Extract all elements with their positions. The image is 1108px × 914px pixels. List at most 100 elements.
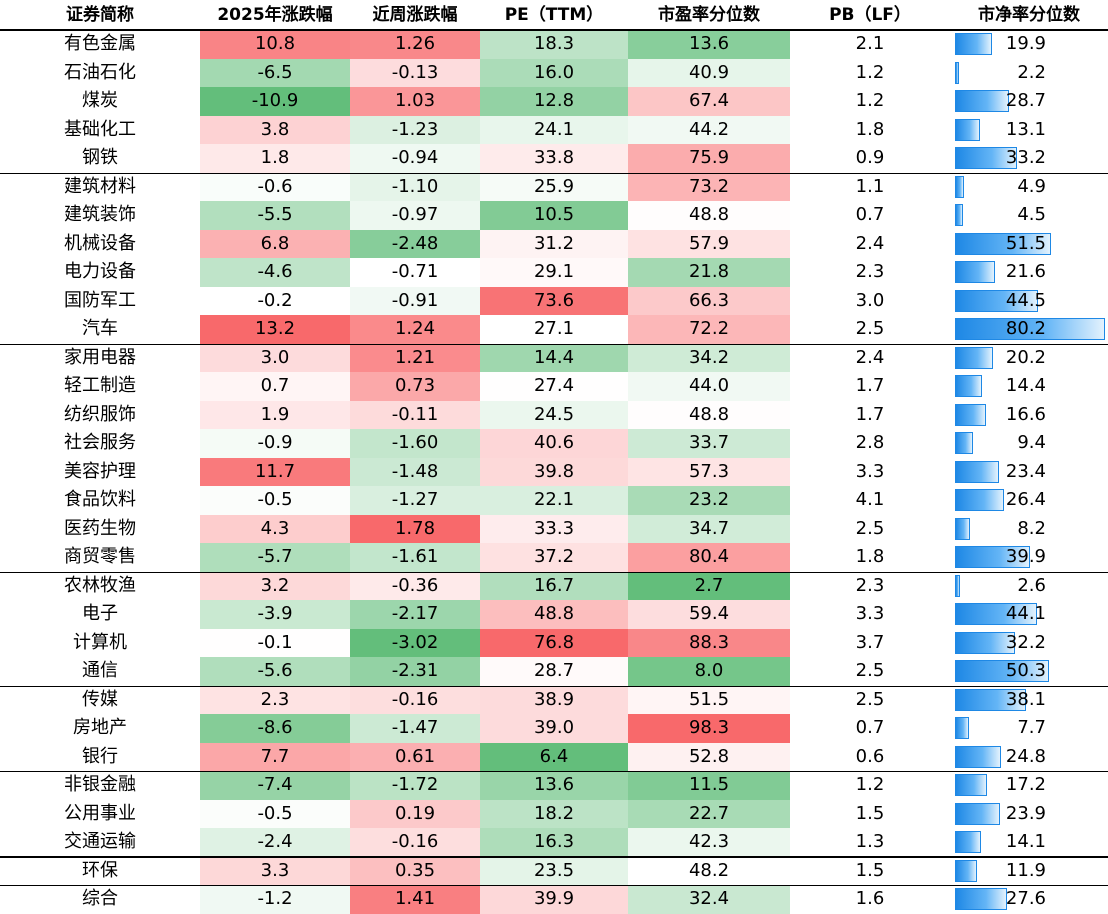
pb-percentile-bar [955,688,1027,711]
table-cell: 8.0 [628,657,790,686]
industry-name: 非银金融 [64,774,136,795]
table-cell: -0.13 [350,58,480,87]
table-cell: 88.3 [628,628,790,657]
pb-percentile-bar [955,603,1038,625]
industry-name: 钢铁 [82,147,118,168]
pb-percentile-bar [955,33,993,55]
pb-percentile-bar [955,745,1002,768]
table-cell: 3.7 [855,631,885,653]
table-cell: -10.9 [200,87,350,116]
pb-percentile-bar [955,802,1000,825]
table-cell: 2.3 [200,685,350,714]
table-cell: -1.23 [350,115,480,144]
table-cell: -7.4 [200,771,350,800]
table-row: 计算机 -0.1 -3.02 76.8 88.3 3.7 32.2 [0,628,1108,657]
pb-percentile-bar [955,118,980,141]
table-cell: -0.6 [200,172,350,201]
table-cell: 2.3 [855,261,885,282]
table-cell: 66.3 [628,286,790,315]
table-cell: 12.8 [480,87,628,116]
pb-percentile-value: 44.5 [1005,289,1046,311]
table-cell: 0.6 [855,745,885,767]
table-row: 农林牧渔 3.2 -0.36 16.7 2.7 2.3 2.6 [0,571,1108,600]
table-cell: 3.0 [200,343,350,372]
table-cell: 2.5 [855,660,885,681]
table-row: 电子 -3.9 -2.17 48.8 59.4 3.3 44.1 [0,600,1108,629]
table-cell: 67.4 [628,87,790,116]
table-cell: 1.3 [855,831,885,852]
table-cell: 1.6 [855,888,885,909]
table-cell: -4.6 [200,258,350,287]
table-cell: 22.1 [480,486,628,515]
table-cell: -1.60 [350,429,480,458]
table-cell: 1.41 [350,885,480,914]
pb-percentile-value: 21.6 [1005,261,1046,282]
table-cell: -0.11 [350,400,480,429]
pb-percentile-value: 51.5 [1005,232,1046,254]
table-cell: 72.2 [628,315,790,344]
table-cell: 1.8 [855,546,885,567]
table-cell: -8.6 [200,714,350,743]
table-row: 基础化工 3.8 -1.23 24.1 44.2 1.8 13.1 [0,115,1108,144]
table-cell: 24.5 [480,400,628,429]
table-cell: 1.7 [855,375,885,396]
table-cell: 44.2 [628,115,790,144]
table-cell: 1.8 [855,118,885,140]
header-ytd-change: 2025年涨跌幅 [217,5,333,25]
table-cell: 75.9 [628,144,790,173]
pb-percentile-value: 13.1 [1005,118,1046,140]
pb-percentile-bar [955,717,970,739]
industry-name: 家用电器 [64,346,136,368]
industry-name: 建筑装饰 [64,204,136,225]
pb-percentile-bar [955,403,987,426]
table-row: 传媒 2.3 -0.16 38.9 51.5 2.5 38.1 [0,685,1108,714]
pb-percentile-value: 14.4 [1005,375,1046,396]
pb-percentile-bar [955,631,1016,654]
industry-name: 交通运输 [64,831,136,852]
table-cell: -2.17 [350,600,480,629]
industry-name: 有色金属 [64,33,136,54]
industry-name: 基础化工 [64,118,136,140]
table-cell: 10.5 [480,201,628,230]
industry-name: 计算机 [73,631,127,653]
table-cell: 1.8 [200,144,350,173]
table-cell: -1.72 [350,771,480,800]
table-cell: -2.48 [350,229,480,258]
pb-percentile-bar [955,831,982,853]
table-cell: -0.16 [350,828,480,857]
table-cell: -3.9 [200,600,350,629]
pb-percentile-bar [955,859,978,882]
pb-percentile-value: 26.4 [1005,489,1046,510]
pb-percentile-bar [955,90,1009,112]
table-cell: 1.7 [855,403,885,425]
table-cell: 16.7 [480,571,628,600]
table-cell: 1.78 [350,514,480,543]
pb-percentile-value: 17.2 [1005,774,1046,795]
table-cell: 57.9 [628,229,790,258]
table-cell: -1.61 [350,543,480,572]
table-cell: 98.3 [628,714,790,743]
table-cell: 16.0 [480,58,628,87]
table-cell: 1.9 [200,400,350,429]
table-cell: 1.21 [350,343,480,372]
table-cell: 0.7 [855,204,885,225]
table-cell: -0.71 [350,258,480,287]
pb-percentile-bar [955,346,993,369]
industry-name: 电力设备 [64,261,136,282]
pb-percentile-bar [955,204,964,226]
pb-percentile-value: 24.8 [1005,745,1046,767]
table-cell: 6.8 [200,229,350,258]
pb-percentile-value: 4.5 [1017,204,1046,225]
industry-name: 电子 [82,603,118,624]
pb-percentile-value: 28.7 [1005,90,1046,111]
table-cell: -1.48 [350,457,480,486]
table-cell: -0.94 [350,144,480,173]
table-cell: -2.31 [350,657,480,686]
table-row: 房地产 -8.6 -1.47 39.0 98.3 0.7 7.7 [0,714,1108,743]
table-cell: 14.4 [480,343,628,372]
table-cell: -5.7 [200,543,350,572]
pb-percentile-bar [955,175,965,198]
table-cell: 34.2 [628,343,790,372]
industry-name: 轻工制造 [64,375,136,396]
pb-percentile-value: 44.1 [1005,603,1046,624]
